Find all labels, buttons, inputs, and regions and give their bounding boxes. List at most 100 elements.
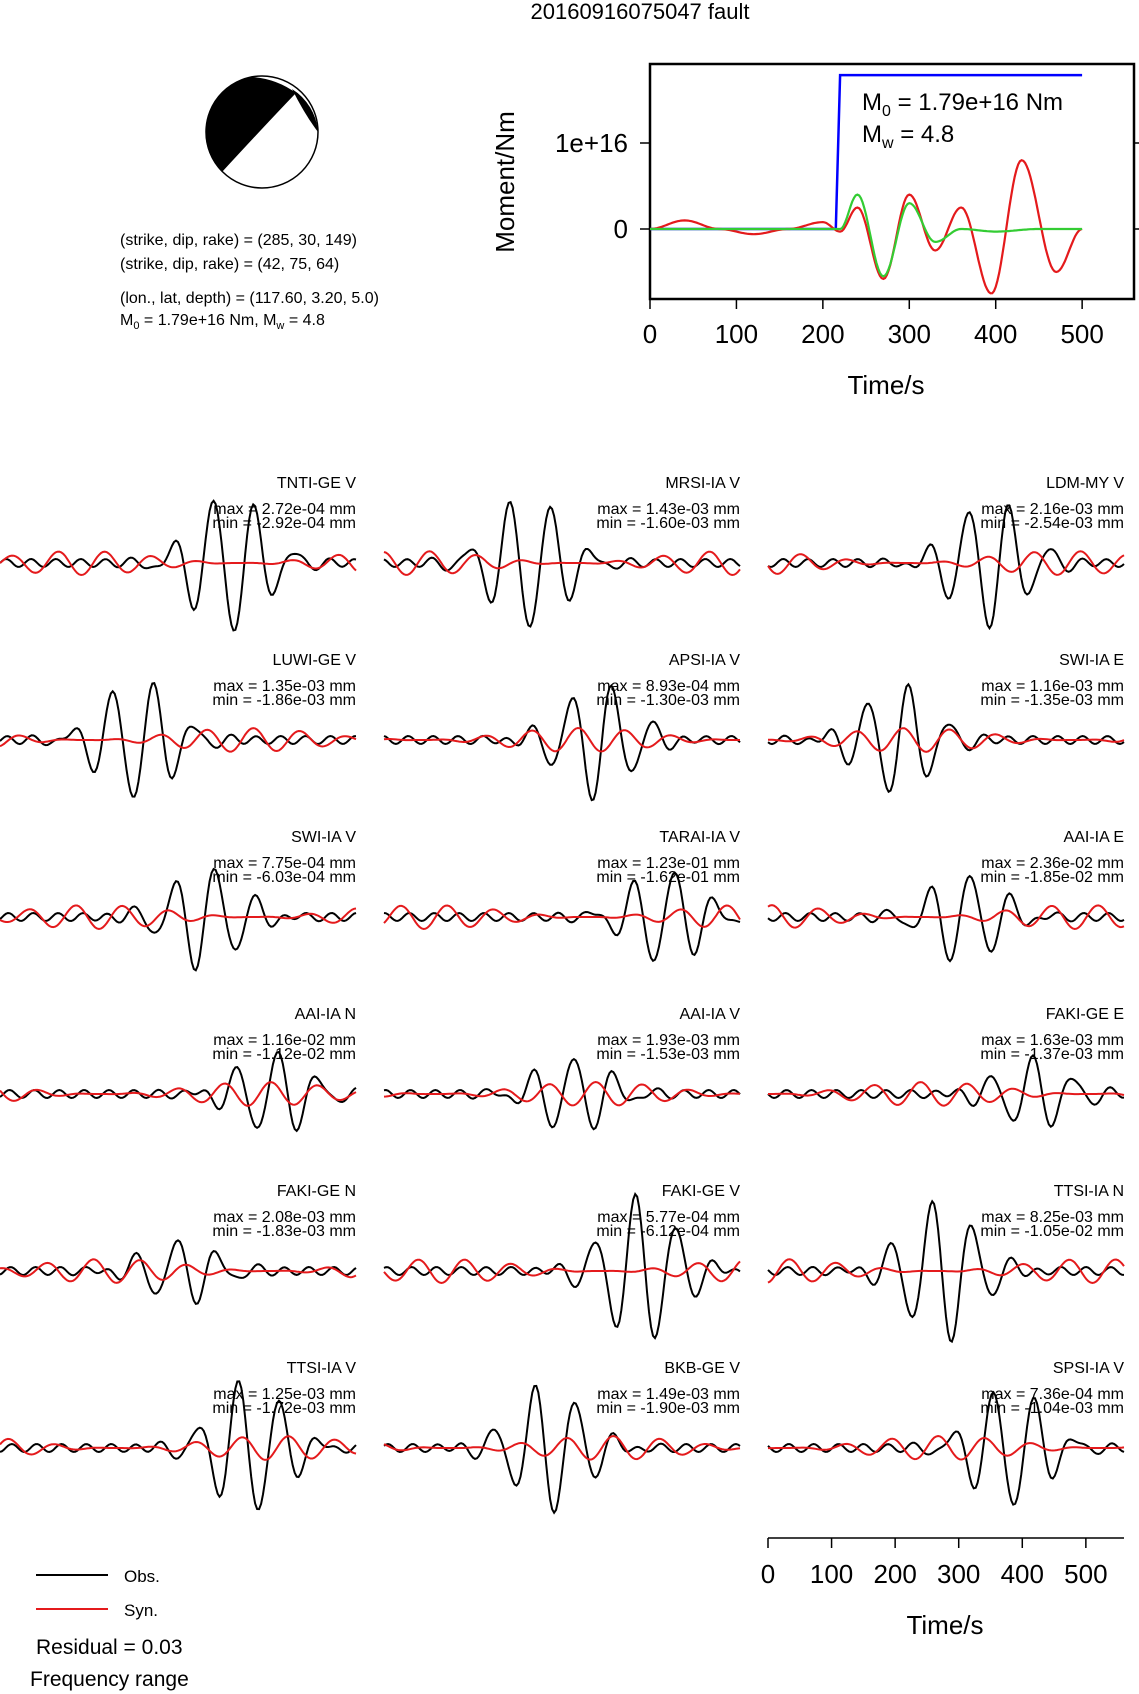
min-amplitude: min = -1.30e-03 mm — [596, 692, 740, 709]
synthetic-waveform — [0, 1258, 357, 1284]
observed-waveform — [383, 871, 741, 963]
min-amplitude: min = -1.83e-03 mm — [212, 1223, 356, 1240]
min-amplitude: min = -1.72e-03 mm — [212, 1400, 356, 1417]
station-label: AAI-IA N — [295, 1006, 356, 1023]
legend-syn-label: Syn. — [124, 1601, 158, 1620]
observed-waveform — [0, 1239, 357, 1306]
max-amplitude: max = 1.23e-01 mm — [597, 855, 740, 872]
observed-waveform — [767, 1053, 1124, 1129]
station-label: TTSI-IA N — [1054, 1183, 1124, 1200]
max-amplitude: max = 8.25e-03 mm — [981, 1209, 1124, 1226]
min-amplitude: min = -6.12e-04 mm — [596, 1223, 740, 1240]
observed-waveform — [383, 500, 741, 628]
nodal-plane-2: (strike, dip, rake) = (42, 75, 64) — [120, 256, 339, 273]
bottom-xtick-label: 200 — [873, 1559, 916, 1589]
min-amplitude: min = -1.85e-02 mm — [980, 869, 1124, 886]
observed-waveform — [767, 874, 1125, 963]
observed-waveform — [0, 499, 357, 632]
legend-obs-label: Obs. — [124, 1567, 160, 1586]
synthetic-waveform — [0, 727, 357, 753]
max-amplitude: max = 1.63e-03 mm — [981, 1032, 1124, 1049]
synthetic-waveform — [767, 550, 1125, 576]
max-amplitude: max = 1.16e-02 mm — [213, 1032, 356, 1049]
station-label: LUWI-GE V — [272, 652, 356, 669]
bottom-xtick-label: 300 — [937, 1559, 980, 1589]
bottom-xtick-label: 500 — [1064, 1559, 1107, 1589]
observed-waveform — [0, 1050, 357, 1133]
max-amplitude: max = 1.25e-03 mm — [213, 1386, 356, 1403]
bottom-xtick-label: 100 — [810, 1559, 853, 1589]
residual-text: Residual = 0.03 — [36, 1636, 183, 1659]
station-label: AAI-IA E — [1064, 829, 1124, 846]
station-label: BKB-GE V — [664, 1360, 740, 1377]
station-label: AAI-IA V — [680, 1006, 741, 1023]
stf-ylabel: Moment/Nm — [490, 111, 520, 253]
stf-mw-label: Mw = 4.8 — [862, 121, 954, 152]
max-amplitude: max = 1.16e-03 mm — [981, 678, 1124, 695]
station-label: TNTI-GE V — [277, 475, 356, 492]
synthetic-waveform — [768, 727, 1125, 753]
station-label: SPSI-IA V — [1053, 1360, 1124, 1377]
max-amplitude: max = 5.77e-04 mm — [597, 1209, 740, 1226]
min-amplitude: min = -1.90e-03 mm — [596, 1400, 740, 1417]
figure-title: 20160916075047 fault — [531, 0, 750, 24]
stf-m0-label: M0 = 1.79e+16 Nm — [862, 89, 1063, 120]
stf-xtick-label: 100 — [715, 319, 758, 349]
station-label: LDM-MY V — [1046, 475, 1124, 492]
observed-waveform — [0, 867, 357, 972]
frequency-range-text: Frequency range — [30, 1668, 189, 1691]
synthetic-waveform — [383, 550, 741, 577]
min-amplitude: min = -1.53e-03 mm — [596, 1046, 740, 1063]
synthetic-waveform — [383, 904, 741, 931]
max-amplitude: max = 1.49e-03 mm — [597, 1386, 740, 1403]
max-amplitude: max = 2.16e-03 mm — [981, 501, 1124, 518]
max-amplitude: max = 2.72e-04 mm — [213, 501, 356, 518]
station-label: FAKI-GE E — [1046, 1006, 1124, 1023]
station-label: SWI-IA V — [291, 829, 356, 846]
bottom-xtick-label: 0 — [761, 1559, 775, 1589]
min-amplitude: min = -1.37e-03 mm — [980, 1046, 1124, 1063]
station-label: SWI-IA E — [1059, 652, 1124, 669]
location-info: (lon., lat, depth) = (117.60, 3.20, 5.0) — [120, 290, 379, 307]
bottom-xlabel: Time/s — [906, 1610, 983, 1640]
min-amplitude: min = -6.03e-04 mm — [212, 869, 356, 886]
bottom-xtick-label: 400 — [1001, 1559, 1044, 1589]
stf-frame — [648, 62, 1136, 301]
station-label: FAKI-GE V — [662, 1183, 741, 1200]
station-label: TARAI-IA V — [659, 829, 740, 846]
moment-rate-plot: M0 = 1.79e+16 Nm Mw = 4.8 1e+16 0 Moment… — [490, 62, 1139, 400]
min-amplitude: min = -1.05e-02 mm — [980, 1223, 1124, 1240]
synthetic-waveform — [383, 1434, 741, 1461]
observed-waveform — [383, 1192, 741, 1340]
synthetic-waveform — [383, 1080, 741, 1107]
min-amplitude: min = -1.35e-03 mm — [980, 692, 1124, 709]
stf-xlabel: Time/s — [847, 370, 924, 400]
synthetic-waveform — [767, 904, 1125, 931]
synthetic-waveform — [768, 1081, 1125, 1107]
beachball-compression-main — [205, 77, 296, 172]
observed-waveform — [767, 1199, 1125, 1344]
station-label: APSI-IA V — [669, 652, 740, 669]
min-amplitude: min = -1.60e-03 mm — [596, 515, 740, 532]
stf-xtick-label: 200 — [801, 319, 844, 349]
observed-waveform — [383, 683, 741, 802]
stf-xtick-label: 0 — [643, 319, 657, 349]
max-amplitude: max = 2.08e-03 mm — [213, 1209, 356, 1226]
max-amplitude: max = 2.36e-02 mm — [981, 855, 1124, 872]
stf-xtick-label: 500 — [1060, 319, 1103, 349]
synthetic-waveform — [0, 1081, 357, 1107]
station-label: TTSI-IA V — [287, 1360, 357, 1377]
